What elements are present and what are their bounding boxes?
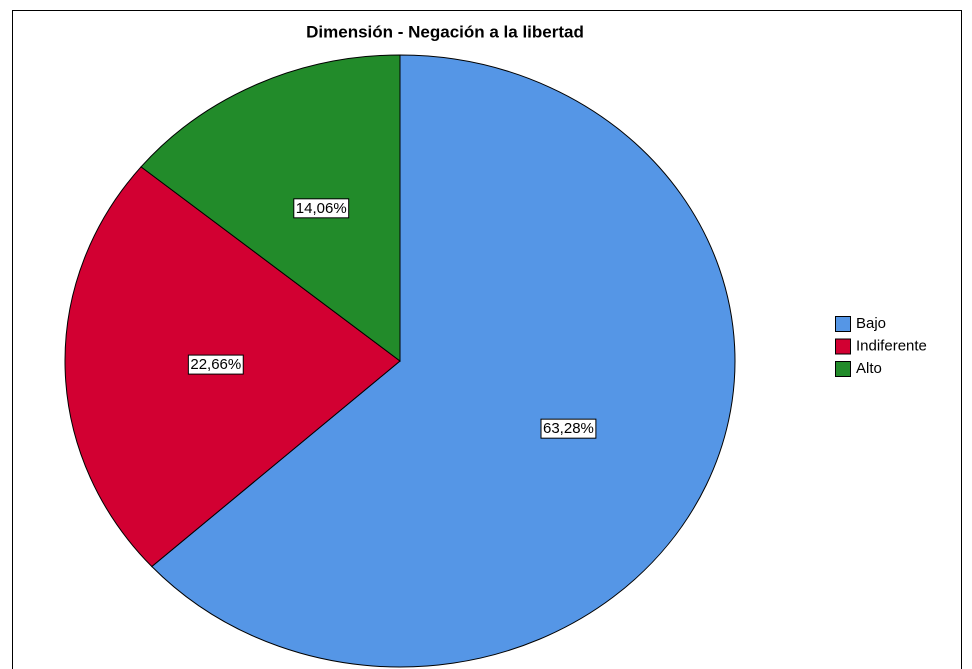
legend-swatch (835, 338, 851, 355)
value-label-box (540, 418, 597, 439)
value-label-box (293, 198, 350, 219)
legend-swatch (835, 361, 851, 377)
legend-label: Indiferente (856, 337, 927, 354)
value-label: 22,66% (190, 356, 241, 373)
value-label: 63,28% (543, 420, 594, 437)
legend-swatch (835, 316, 851, 332)
pie-slice (151, 54, 736, 668)
pie-slice (140, 54, 401, 362)
value-label-box (187, 354, 244, 375)
value-label: 14,06% (296, 200, 347, 217)
chart-title: Dimensión - Negación a la libertad (306, 22, 584, 41)
legend-label: Bajo (856, 315, 886, 332)
legend-label: Alto (856, 360, 882, 377)
